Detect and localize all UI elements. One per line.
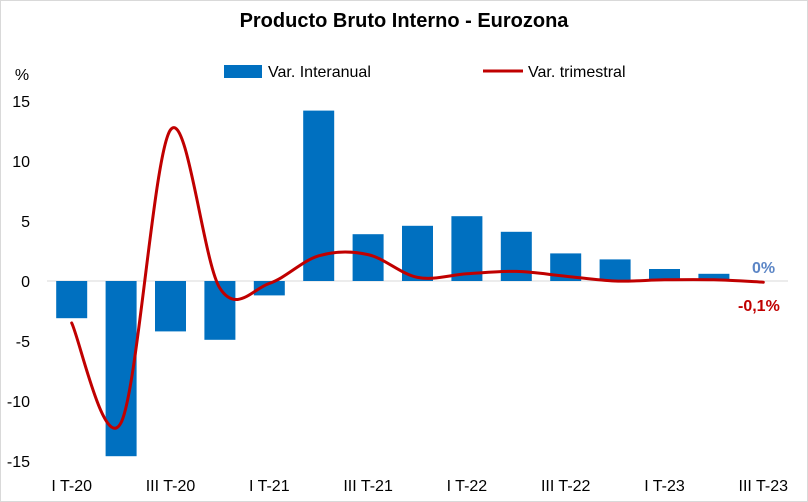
- bar-interanual: [500, 231, 532, 281]
- y-tick-label: 0: [21, 274, 30, 291]
- x-axis-tick-labels: I T-20 III T-20 I T-21 III T-21 I T-22 III T-…: [51, 478, 788, 495]
- bar-interanual: [155, 281, 186, 332]
- line-series-trimestral: [70, 126, 765, 430]
- y-axis-tick-labels: 15 10 5 0 -5 -10 -15: [7, 94, 30, 471]
- x-tick-label: I T-20: [51, 478, 92, 495]
- y-tick-label: 5: [21, 214, 30, 231]
- x-tick-label: III T-22: [541, 478, 591, 495]
- legend-swatch-interanual: [224, 65, 262, 78]
- bar-interanual: [698, 273, 730, 281]
- legend-label-interanual: Var. Interanual: [268, 64, 371, 81]
- bar-interanual: [649, 269, 680, 281]
- y-tick-label: -5: [16, 334, 30, 351]
- annotation-interanual-last-value: 0%: [752, 260, 775, 277]
- y-tick-label: 15: [12, 94, 30, 111]
- x-tick-label: I T-21: [249, 478, 290, 495]
- annotation-trimestral-last-value: -0,1%: [738, 298, 780, 315]
- x-tick-label: I T-23: [644, 478, 685, 495]
- bar-interanual: [451, 216, 483, 281]
- x-tick-label: I T-22: [447, 478, 488, 495]
- bar-interanual: [402, 225, 433, 281]
- x-tick-label: III T-21: [343, 478, 393, 495]
- x-tick-label: III T-20: [146, 478, 196, 495]
- legend-label-trimestral: Var. trimestral: [528, 64, 626, 81]
- bar-interanual: [253, 281, 285, 296]
- bar-interanual: [599, 259, 631, 281]
- y-tick-label: -15: [7, 454, 30, 471]
- legend: Var. Interanual Var. trimestral: [224, 64, 626, 81]
- bar-interanual: [56, 281, 88, 319]
- x-tick-label: III T-23: [739, 478, 789, 495]
- y-tick-label: 10: [12, 154, 30, 171]
- y-tick-label: -10: [7, 394, 30, 411]
- y-axis-unit-label: %: [15, 67, 29, 84]
- chart-title: Producto Bruto Interno - Eurozona: [240, 10, 570, 32]
